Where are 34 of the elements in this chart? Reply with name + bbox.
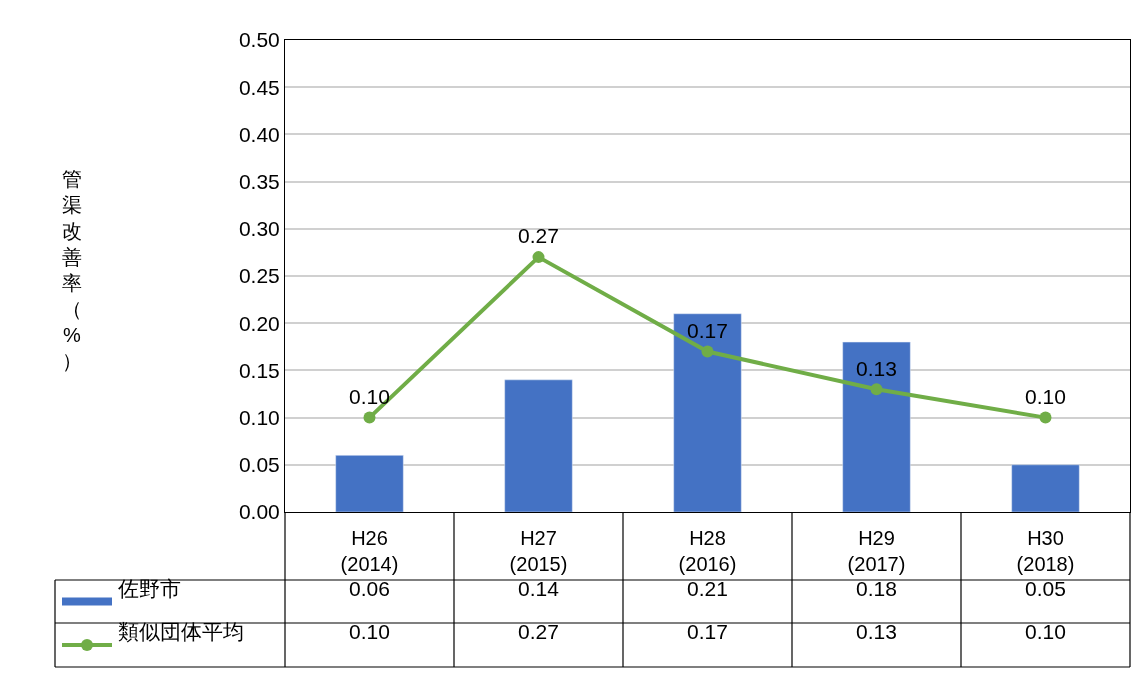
legend-label: 類似団体平均 bbox=[118, 620, 244, 643]
x-tick-label: H27 (2015) bbox=[509, 527, 568, 575]
y-tick-label: 0.35 bbox=[238, 169, 280, 193]
data-label: 0.27 bbox=[518, 620, 559, 643]
data-label: 0.14 bbox=[518, 577, 560, 600]
text: 0.27 bbox=[518, 224, 559, 248]
text: 0.10 bbox=[1025, 384, 1066, 408]
y-tick-label: 0.45 bbox=[238, 75, 280, 99]
data-label: 0.21 bbox=[687, 577, 728, 600]
y-tick-label: 0.25 bbox=[238, 264, 280, 288]
text: 0.13 bbox=[856, 356, 897, 380]
data-label: 0.18 bbox=[856, 577, 897, 600]
y-tick-label: 0.15 bbox=[238, 358, 280, 382]
text: 0.17 bbox=[687, 318, 728, 342]
x-tick-label: H26 (2014) bbox=[340, 527, 399, 575]
data-label: 0.06 bbox=[349, 577, 390, 600]
data-label: 0.17 bbox=[687, 620, 728, 643]
data-label: 0.10 bbox=[1025, 620, 1066, 643]
y-tick-label: 0.05 bbox=[238, 453, 280, 477]
text: 0.10 bbox=[349, 384, 390, 408]
y-tick-label: 0.20 bbox=[238, 311, 280, 335]
y-tick-label: 0.40 bbox=[238, 122, 280, 146]
y-tick-label: 0.50 bbox=[238, 28, 280, 52]
data-label: 0.10 bbox=[349, 620, 390, 643]
data-label: 0.05 bbox=[1025, 577, 1066, 600]
x-tick-label: H30 (2018) bbox=[1016, 527, 1075, 575]
text: 管渠改善率（%） bbox=[62, 168, 82, 372]
y-tick-label: 0.00 bbox=[238, 500, 280, 524]
legend-label: 佐野市 bbox=[118, 577, 181, 600]
x-tick-label: H29 (2017) bbox=[847, 527, 906, 575]
x-tick-label: H28 (2016) bbox=[678, 527, 737, 575]
y-tick-label: 0.30 bbox=[238, 217, 280, 241]
y-tick-label: 0.10 bbox=[238, 405, 280, 429]
data-label: 0.13 bbox=[856, 620, 897, 643]
